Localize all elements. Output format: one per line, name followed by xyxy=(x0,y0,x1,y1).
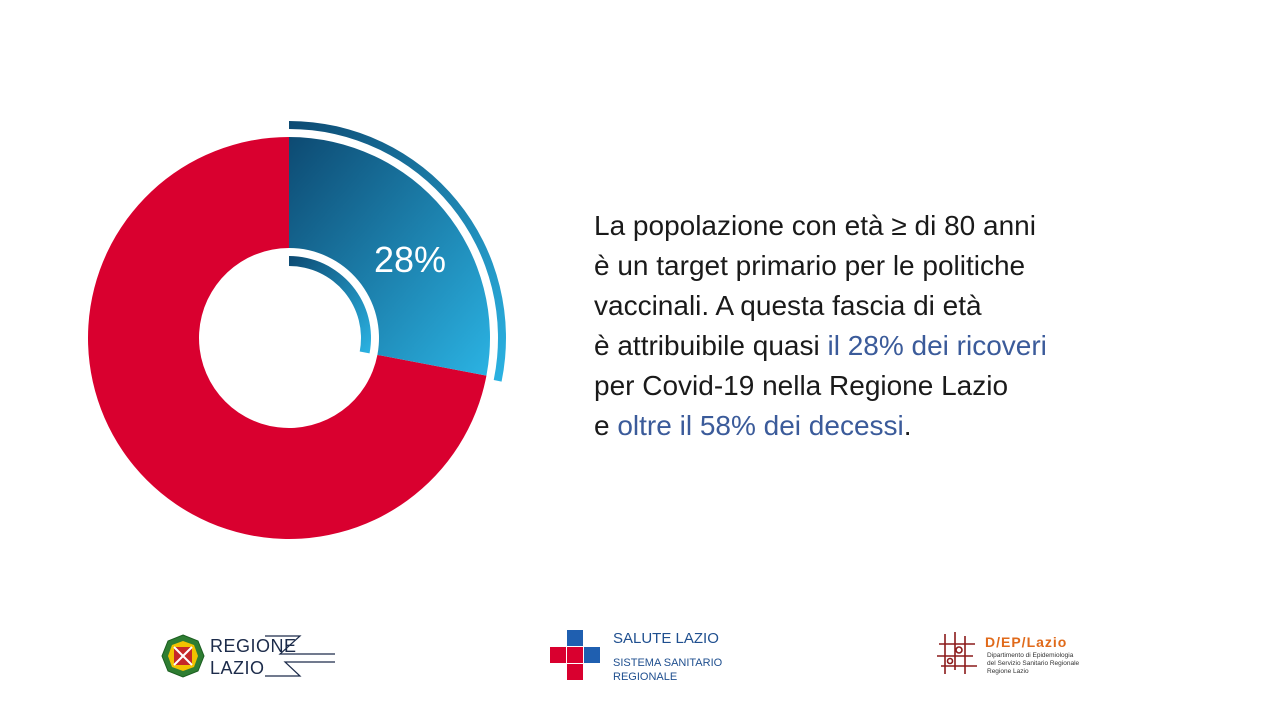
dep-emblem-icon xyxy=(937,632,977,674)
desc-line-6: e oltre il 58% dei decessi. xyxy=(594,406,1214,446)
desc-line-3: vaccinali. A questa fascia di età xyxy=(594,290,982,321)
highlight-ricoveri: il 28% dei ricoveri xyxy=(827,330,1047,361)
regione-lazio-emblem-icon xyxy=(161,634,205,678)
desc-line-2: è un target primario per le politiche xyxy=(594,250,1026,281)
desc-line-5: per Covid-19 nella Regione Lazio xyxy=(594,370,1009,401)
slice-label-28: 28% xyxy=(374,239,446,280)
regione-text-line2: LAZIO xyxy=(210,658,265,678)
salute-title: SALUTE LAZIO xyxy=(613,630,719,647)
desc-line-6-text: e xyxy=(594,410,618,441)
dep-lazio-logo: D/EP/Lazio Dipartimento di Epidemiologia… xyxy=(935,630,1125,682)
regione-text-line1: REGIONE xyxy=(210,636,297,656)
dep-title: D/EP/Lazio xyxy=(985,634,1068,650)
medical-cross-icon xyxy=(550,630,600,680)
highlight-decessi: oltre il 58% dei decessi xyxy=(617,410,904,441)
salute-subtitle-1: SISTEMA SANITARIO xyxy=(613,657,723,669)
regione-lazio-logo: REGIONE LAZIO xyxy=(160,632,335,680)
regione-lazio-lines-icon xyxy=(265,635,335,677)
desc-line-6-end: . xyxy=(903,410,912,441)
description-text: La popolazione con età ≥ di 80 anni è un… xyxy=(594,206,1214,446)
salute-lazio-logo: SALUTE LAZIO SISTEMA SANITARIO REGIONALE xyxy=(550,630,740,685)
slice-remaining xyxy=(88,137,487,539)
desc-line-4: è attribuibile quasi il 28% dei ricoveri xyxy=(594,326,1214,366)
slice-28-percent xyxy=(289,137,490,376)
slice-28-inner-ring xyxy=(289,256,371,354)
desc-line-4-text: è attribuibile quasi xyxy=(594,330,828,361)
dep-subtitle-3: Regione Lazio xyxy=(987,668,1029,675)
salute-subtitle-2: REGIONALE xyxy=(613,671,678,683)
dep-subtitle-2: del Servizio Sanitario Regionale xyxy=(987,660,1080,667)
dep-subtitle-1: Dipartimento di Epidemiologia xyxy=(987,652,1074,659)
desc-line-1: La popolazione con età ≥ di 80 anni xyxy=(594,210,1036,241)
